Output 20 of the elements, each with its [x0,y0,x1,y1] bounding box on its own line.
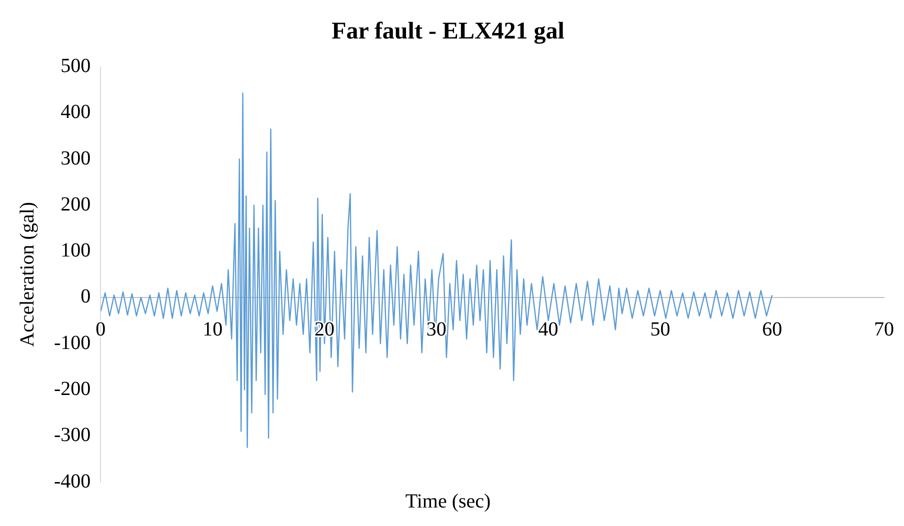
x-tick-label: 20 [314,318,334,341]
x-tick-label: 10 [202,318,223,341]
y-tick-label: 500 [60,55,91,78]
chart-title: Far fault - ELX421 gal [332,18,565,45]
y-tick-label: -100 [54,332,91,354]
x-tick-label: 70 [874,318,894,341]
y-tick-label: 200 [60,193,91,216]
y-tick-label: -400 [54,470,91,492]
y-tick-label: 300 [60,147,91,170]
y-axis-title: Acceleration (gal) [16,202,38,347]
x-axis-title: Time (sec) [405,490,491,512]
y-tick-label: 0 [80,286,91,308]
x-tick-label: 0 [96,318,106,341]
x-tick-label: 50 [650,318,670,341]
x-tick-label: 40 [538,318,558,341]
y-tick-label: 100 [60,240,91,262]
x-tick-label: 60 [762,318,782,341]
y-tick-label: -200 [54,378,91,400]
y-tick-label: 400 [60,101,91,124]
y-tick-label: -300 [54,424,91,446]
